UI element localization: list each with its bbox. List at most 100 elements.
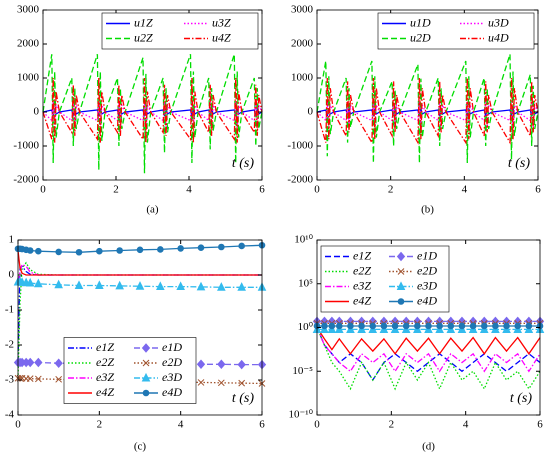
legend-label: e2Z [353,263,371,277]
marker [503,322,510,330]
y-tick-label: -1000 [13,140,39,152]
marker [321,322,328,330]
y-tick-label: 1 [9,234,15,246]
marker [447,322,455,330]
x-tick-label: 2 [97,419,103,431]
y-tick-label: 2000 [17,38,40,50]
y-tick-label: -3 [5,374,15,386]
x-tick-label: 2 [389,419,395,431]
legend-label: e3Z [96,370,114,384]
y-tick-label: -2 [5,339,14,351]
marker [176,281,185,291]
marker [26,375,34,382]
marker [26,357,35,368]
marker [391,322,399,330]
marker [237,282,246,291]
legend-label: u2Z [134,30,153,44]
marker [436,322,443,330]
y-tick-label: -4 [5,409,15,421]
marker [75,248,83,256]
x-axis-label: t (s) [510,391,533,406]
marker [414,322,421,330]
legend-label: e1D [162,340,182,354]
marker [197,244,205,251]
marker [34,357,43,368]
x-tick-label: 6 [259,419,265,431]
legend-marker [397,298,405,305]
y-tick-label: -1000 [287,140,313,152]
legend-label: e3Z [353,278,371,292]
marker [217,282,226,291]
legend-label: u3D [488,15,509,29]
marker [480,322,488,330]
legend-marker [141,343,151,353]
legend-label: e4Z [96,385,114,399]
marker [54,279,63,289]
y-tick-label: -2000 [287,174,313,186]
legend-label: u4D [488,30,509,44]
x-tick-label: 0 [15,419,21,431]
legend-label: e2D [162,355,182,369]
marker [196,281,206,291]
marker [218,243,225,251]
marker [380,322,388,330]
caption: (b) [421,204,434,216]
marker [26,247,34,254]
legend-label: e2D [417,263,437,277]
legend-label: e1Z [96,340,114,354]
caption: (c) [134,441,147,453]
marker [402,322,410,330]
marker [217,359,226,370]
legend-label: u1D [410,15,431,29]
data-line [316,327,541,382]
legend-marker [141,372,151,382]
legend-label: e4D [162,385,182,399]
marker [177,245,184,252]
y-tick-label: 2000 [291,38,314,50]
marker [237,359,246,370]
y-tick-label: 0 [34,106,40,118]
marker [347,322,354,330]
marker [197,379,205,386]
legend-label: u1Z [134,15,153,29]
marker [25,277,35,287]
y-tick-label: 10¹⁰ [294,234,313,246]
legend-label: e3D [162,370,182,384]
x-tick-label: 6 [535,184,541,196]
x-tick-label: 0 [314,419,320,431]
y-tick-label: 3000 [291,4,314,16]
legend-label: e1Z [353,248,371,262]
data-line [42,77,263,143]
x-tick-label: 2 [113,184,119,196]
x-axis-label: t (s) [232,391,255,406]
y-tick-label: 10⁵ [298,277,313,289]
marker [369,322,377,330]
y-tick-label: 10⁰ [298,321,314,333]
caption: (a) [146,204,159,216]
y-tick-label: 3000 [17,4,40,16]
marker [34,278,43,288]
marker [135,281,145,290]
marker [34,375,42,383]
legend-marker [397,268,405,275]
caption: (d) [422,441,435,453]
axes-frame [42,9,263,181]
legend-marker [142,359,150,367]
legend-label: e3D [417,278,437,292]
legend-label: e1D [417,248,437,262]
marker [525,322,533,330]
marker [74,280,84,289]
marker [55,375,63,383]
legend-label: e4Z [353,293,371,307]
marker [238,242,245,250]
x-tick-label: 0 [40,184,46,196]
legend-marker [396,251,406,262]
marker [96,247,103,255]
marker [54,358,63,368]
legend [377,12,535,50]
legend-label: u3Z [212,15,231,29]
legend-label: u4Z [212,30,231,44]
y-tick-label: 1000 [291,72,314,84]
marker [336,322,343,330]
